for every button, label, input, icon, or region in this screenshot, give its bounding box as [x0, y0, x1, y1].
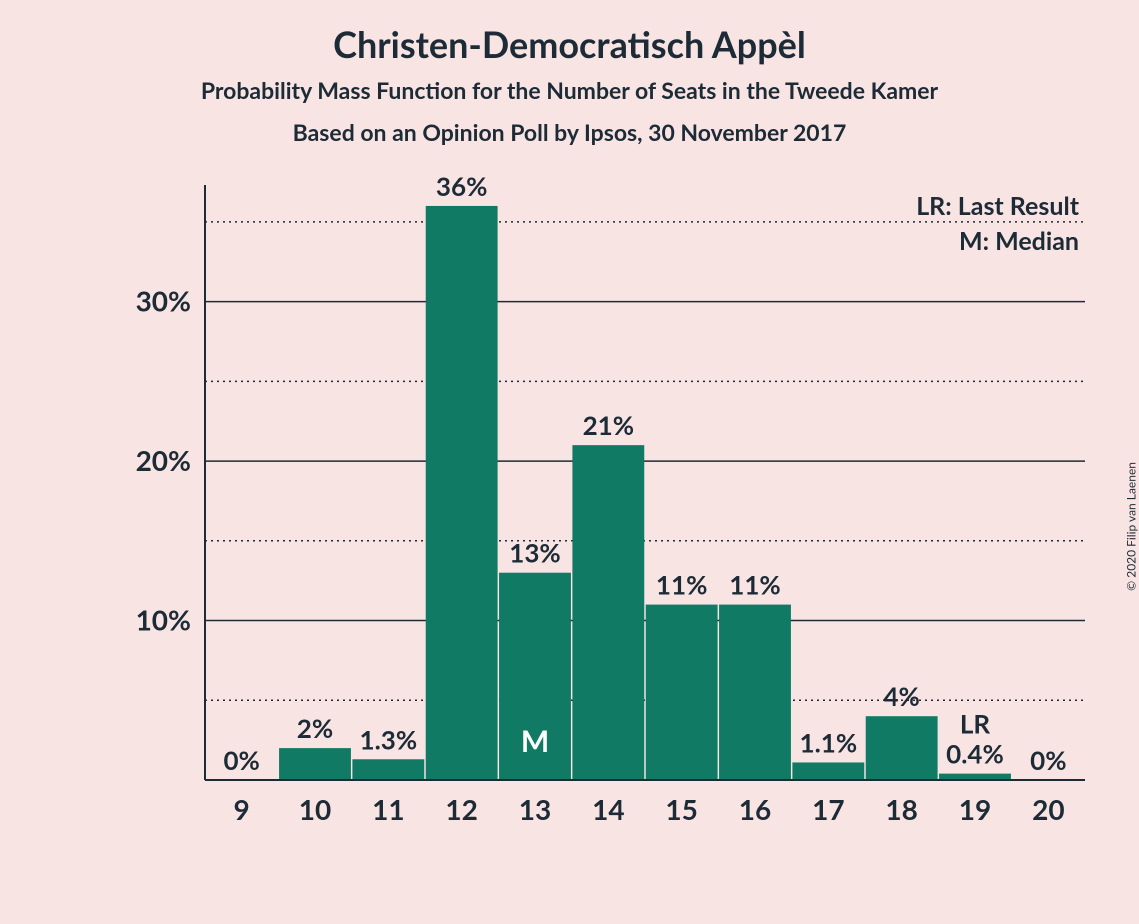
x-tick-label: 10 — [299, 792, 331, 826]
x-tick-label: 12 — [445, 792, 477, 826]
y-tick-label: 20% — [136, 443, 191, 477]
bar-value-label: 0% — [223, 744, 259, 776]
bar-value-label: 0.4% — [946, 738, 1004, 770]
bar-value-label: 1.3% — [360, 723, 418, 755]
bar — [572, 445, 644, 780]
x-tick-label: 11 — [372, 792, 404, 826]
bar — [426, 206, 498, 780]
bar — [279, 748, 351, 780]
bar-value-label: 36% — [436, 175, 487, 202]
bar — [352, 759, 424, 780]
x-tick-label: 17 — [812, 792, 844, 826]
bar-value-label: 1.1% — [800, 726, 858, 758]
x-tick-label: 18 — [885, 792, 917, 826]
y-tick-label: 30% — [136, 283, 191, 317]
x-tick-label: 20 — [1032, 792, 1064, 826]
x-tick-label: 13 — [519, 792, 551, 826]
legend-m: M: Median — [959, 226, 1079, 256]
chart-subtitle-2: Based on an Opinion Poll by Ipsos, 30 No… — [0, 118, 1139, 146]
x-tick-label: 16 — [739, 792, 771, 826]
bar-value-label: 13% — [509, 537, 560, 569]
x-tick-label: 15 — [665, 792, 697, 826]
legend-lr: LR: Last Result — [916, 191, 1080, 221]
x-tick-label: 14 — [592, 792, 624, 826]
chart-subtitle-1: Probability Mass Function for the Number… — [0, 76, 1139, 104]
bar-value-label: 11% — [656, 569, 707, 601]
chart-title: Christen-Democratisch Appèl — [0, 22, 1139, 66]
bar-value-label: 0% — [1030, 744, 1066, 776]
bar-value-label: 11% — [729, 569, 780, 601]
bar-chart: 10% 20% 30% 9 10 11 12 13 14 15 16 17 18 19 20 0% 2% 1.3%… — [115, 175, 1100, 835]
copyright-text: © 2020 Filip van Laenen — [1124, 462, 1139, 591]
bar-value-label: 21% — [583, 409, 634, 441]
bar — [719, 605, 791, 780]
bar — [792, 762, 864, 780]
median-marker: M — [521, 723, 549, 759]
bar-value-label: 4% — [883, 680, 919, 712]
bar-value-label: 2% — [297, 712, 333, 744]
x-tick-label: 9 — [234, 792, 250, 826]
lr-marker: LR — [960, 708, 991, 740]
bar — [866, 716, 938, 780]
bar — [646, 605, 718, 780]
y-tick-label: 10% — [136, 602, 191, 636]
x-tick-label: 19 — [959, 792, 991, 826]
